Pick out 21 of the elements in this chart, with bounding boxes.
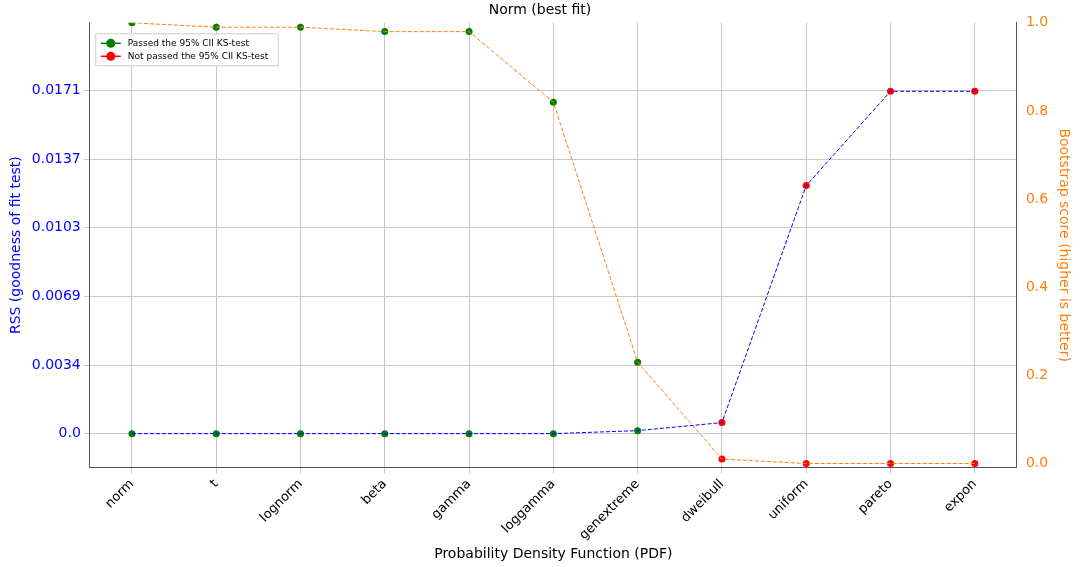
x-axis-title: Probability Density Function (PDF): [434, 545, 673, 562]
y2-tick-label: 0.4: [1025, 277, 1049, 294]
chart-title: Norm (best fit): [488, 1, 592, 18]
legend-label: Passed the 95% CII KS-test: [127, 37, 250, 48]
y-tick-label: 0.0103: [31, 218, 81, 235]
y-tick-label: 0.0069: [31, 287, 81, 304]
y2-tick-label: 1.0: [1025, 13, 1049, 30]
y2-axis-title: Bootstrap score (higher is better): [1056, 128, 1073, 362]
y2-tick-label: 0.6: [1025, 189, 1049, 206]
point: [971, 87, 979, 95]
y-tick-label: 0.0137: [31, 149, 81, 166]
y2-tick-label: 0.8: [1025, 101, 1049, 118]
y-axis-title: RSS (goodness of fit test): [7, 156, 24, 335]
y2-tick-label: 0.2: [1025, 366, 1049, 382]
y-tick-label: 0.0171: [31, 81, 81, 98]
y-tick-label: 0.0034: [31, 355, 81, 372]
y-tick-label: 0.0: [58, 424, 81, 441]
y2-tick-label: 0.0: [1025, 454, 1049, 471]
legend-label: Not passed the 95% CII KS-test: [127, 50, 269, 61]
point: [128, 430, 136, 438]
x-tick-label: t: [206, 475, 221, 491]
